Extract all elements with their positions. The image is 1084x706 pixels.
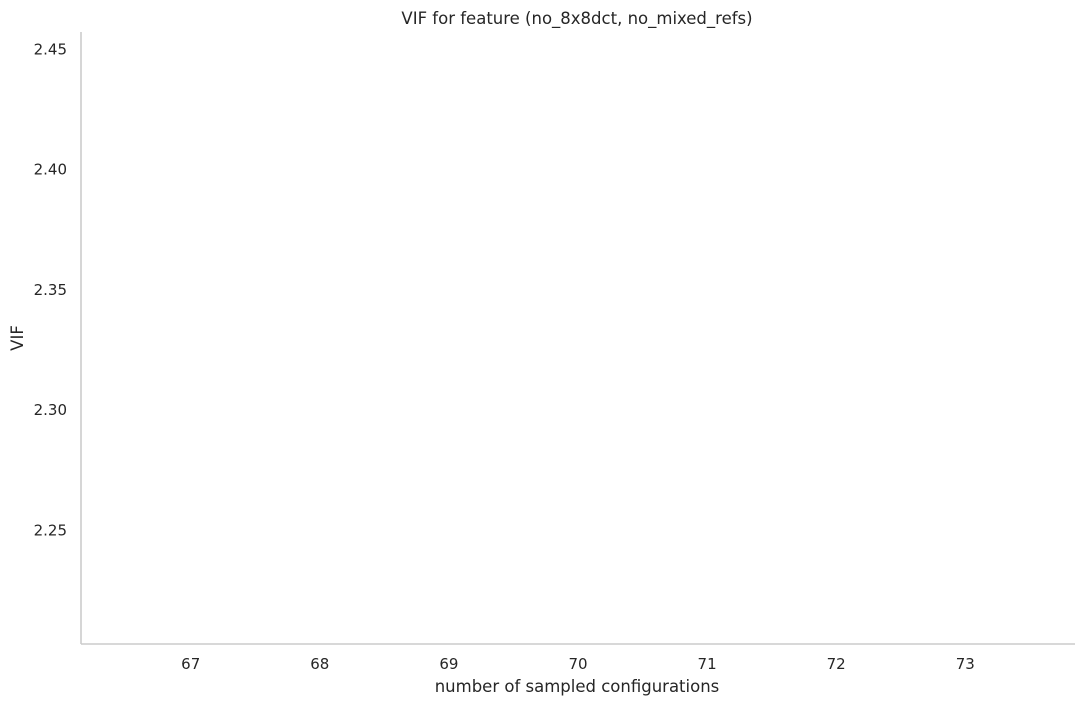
x-tick-label: 71 <box>698 655 717 673</box>
x-tick-label: 70 <box>568 655 587 673</box>
x-tick-label: 67 <box>181 655 200 673</box>
x-tick-label: 68 <box>310 655 329 673</box>
y-tick-label: 2.25 <box>34 521 67 539</box>
y-axis-label: VIF <box>8 325 27 351</box>
x-axis-label: number of sampled configurations <box>435 677 720 696</box>
chart-title: VIF for feature (no_8x8dct, no_mixed_ref… <box>401 9 752 29</box>
y-tick-label: 2.35 <box>34 281 67 299</box>
y-tick-label: 2.40 <box>34 161 67 179</box>
x-tick-label: 69 <box>439 655 458 673</box>
x-tick-label: 73 <box>956 655 975 673</box>
x-tick-label: 72 <box>827 655 846 673</box>
y-tick-labels: 2.25 2.30 2.35 2.40 2.45 <box>34 41 67 540</box>
y-tick-label: 2.45 <box>34 41 67 59</box>
x-tick-labels: 67 68 69 70 71 72 73 <box>181 655 975 673</box>
y-tick-label: 2.30 <box>34 401 67 419</box>
